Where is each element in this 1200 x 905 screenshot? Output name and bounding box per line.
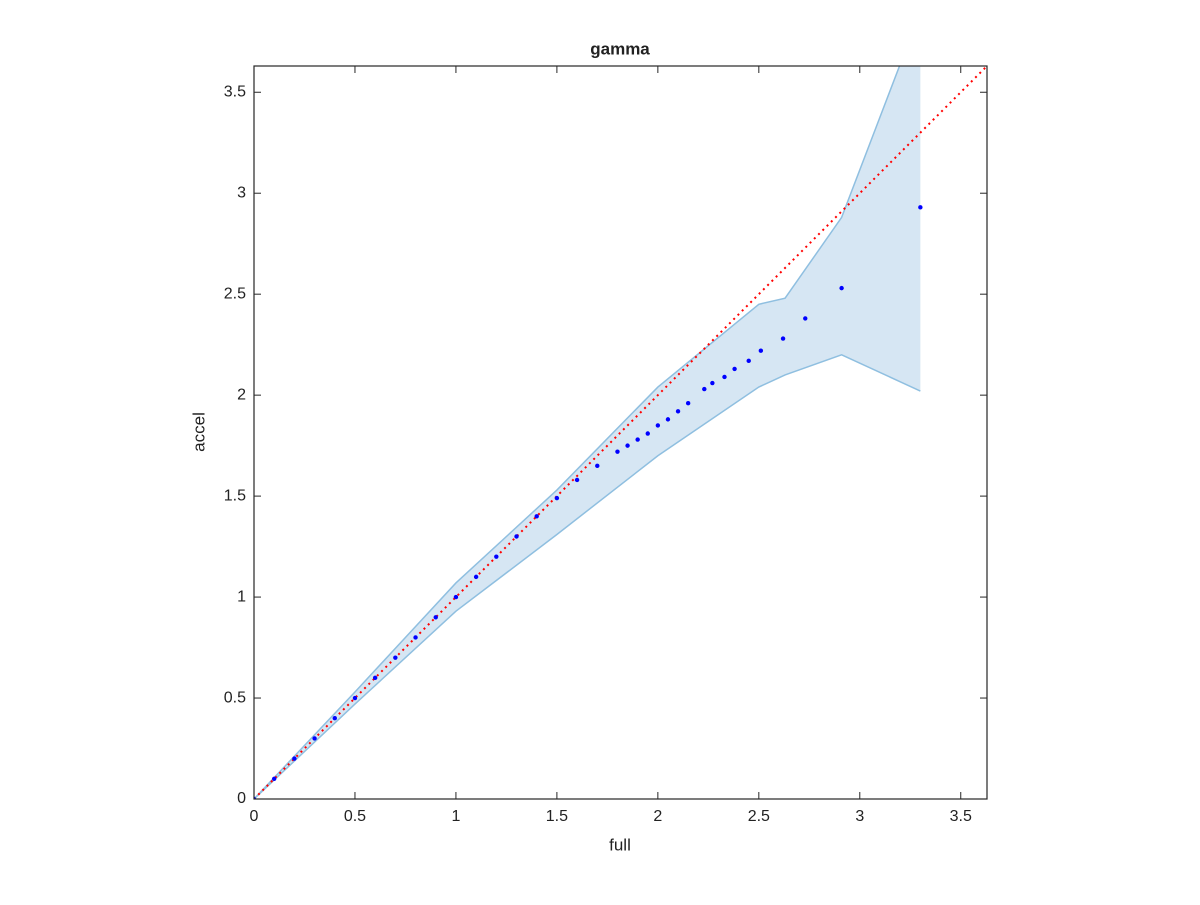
data-point (722, 374, 727, 380)
data-point (780, 336, 786, 341)
data-point (685, 401, 691, 406)
x-tick-label: 3 (855, 808, 864, 825)
band-edge (254, 66, 901, 799)
x-tick-label: 0 (250, 808, 259, 825)
data-point (732, 366, 737, 372)
axes-box (253, 65, 988, 800)
y-tick-label: 0 (237, 790, 246, 807)
data-point (514, 534, 519, 539)
data-point (758, 348, 764, 353)
x-tick-label: 3.5 (950, 808, 972, 825)
data-point (413, 635, 418, 640)
y-tick-label: 3 (237, 184, 246, 201)
data-point (292, 756, 297, 761)
data-point (710, 380, 715, 386)
axes: 0 0.5 1 1.5 2 2.5 3 3.5 0 0.5 1 1.5 2 2.5 3 3.5 (224, 65, 988, 825)
data-point (473, 574, 479, 580)
y-tick-label: 1 (237, 588, 246, 605)
data-point (702, 386, 707, 392)
band-edge (254, 353, 921, 799)
data-point (534, 514, 539, 519)
data-point (918, 205, 923, 210)
data-point (746, 358, 751, 364)
data-point (803, 316, 808, 321)
y-axis-label: accel (189, 412, 208, 452)
x-tick-label: 2 (653, 808, 662, 825)
data-point (332, 716, 337, 721)
data-point (574, 477, 580, 483)
data-point (433, 615, 438, 620)
data-point (494, 554, 499, 559)
data-point (352, 695, 358, 701)
data-point (615, 449, 620, 454)
y-tick-label: 3.5 (224, 83, 246, 100)
x-tick-label: 1 (451, 808, 460, 825)
data-point (655, 423, 661, 428)
data-point (665, 417, 671, 422)
x-tick-label: 1.5 (546, 808, 568, 825)
data-point (271, 776, 277, 782)
y-tick-label: 1.5 (224, 487, 246, 504)
data-point (453, 594, 459, 600)
chart-title: gamma (590, 39, 650, 58)
data-point (675, 409, 681, 414)
data-point (312, 736, 317, 741)
x-tick-label: 0.5 (344, 808, 366, 825)
y-tick-label: 0.5 (224, 689, 246, 706)
x-tick-label: 2.5 (748, 808, 770, 825)
data-point (839, 285, 844, 291)
data-point (372, 675, 378, 681)
data-point (635, 437, 640, 442)
plot-area (254, 66, 987, 799)
data-point (645, 431, 650, 436)
y-tick-label: 2.5 (224, 285, 246, 302)
data-point (554, 495, 560, 501)
x-axis-label: full (609, 835, 631, 854)
y-tick-label: 2 (237, 386, 246, 403)
data-point (393, 655, 398, 660)
data-point (595, 463, 600, 469)
data-point (625, 443, 630, 448)
